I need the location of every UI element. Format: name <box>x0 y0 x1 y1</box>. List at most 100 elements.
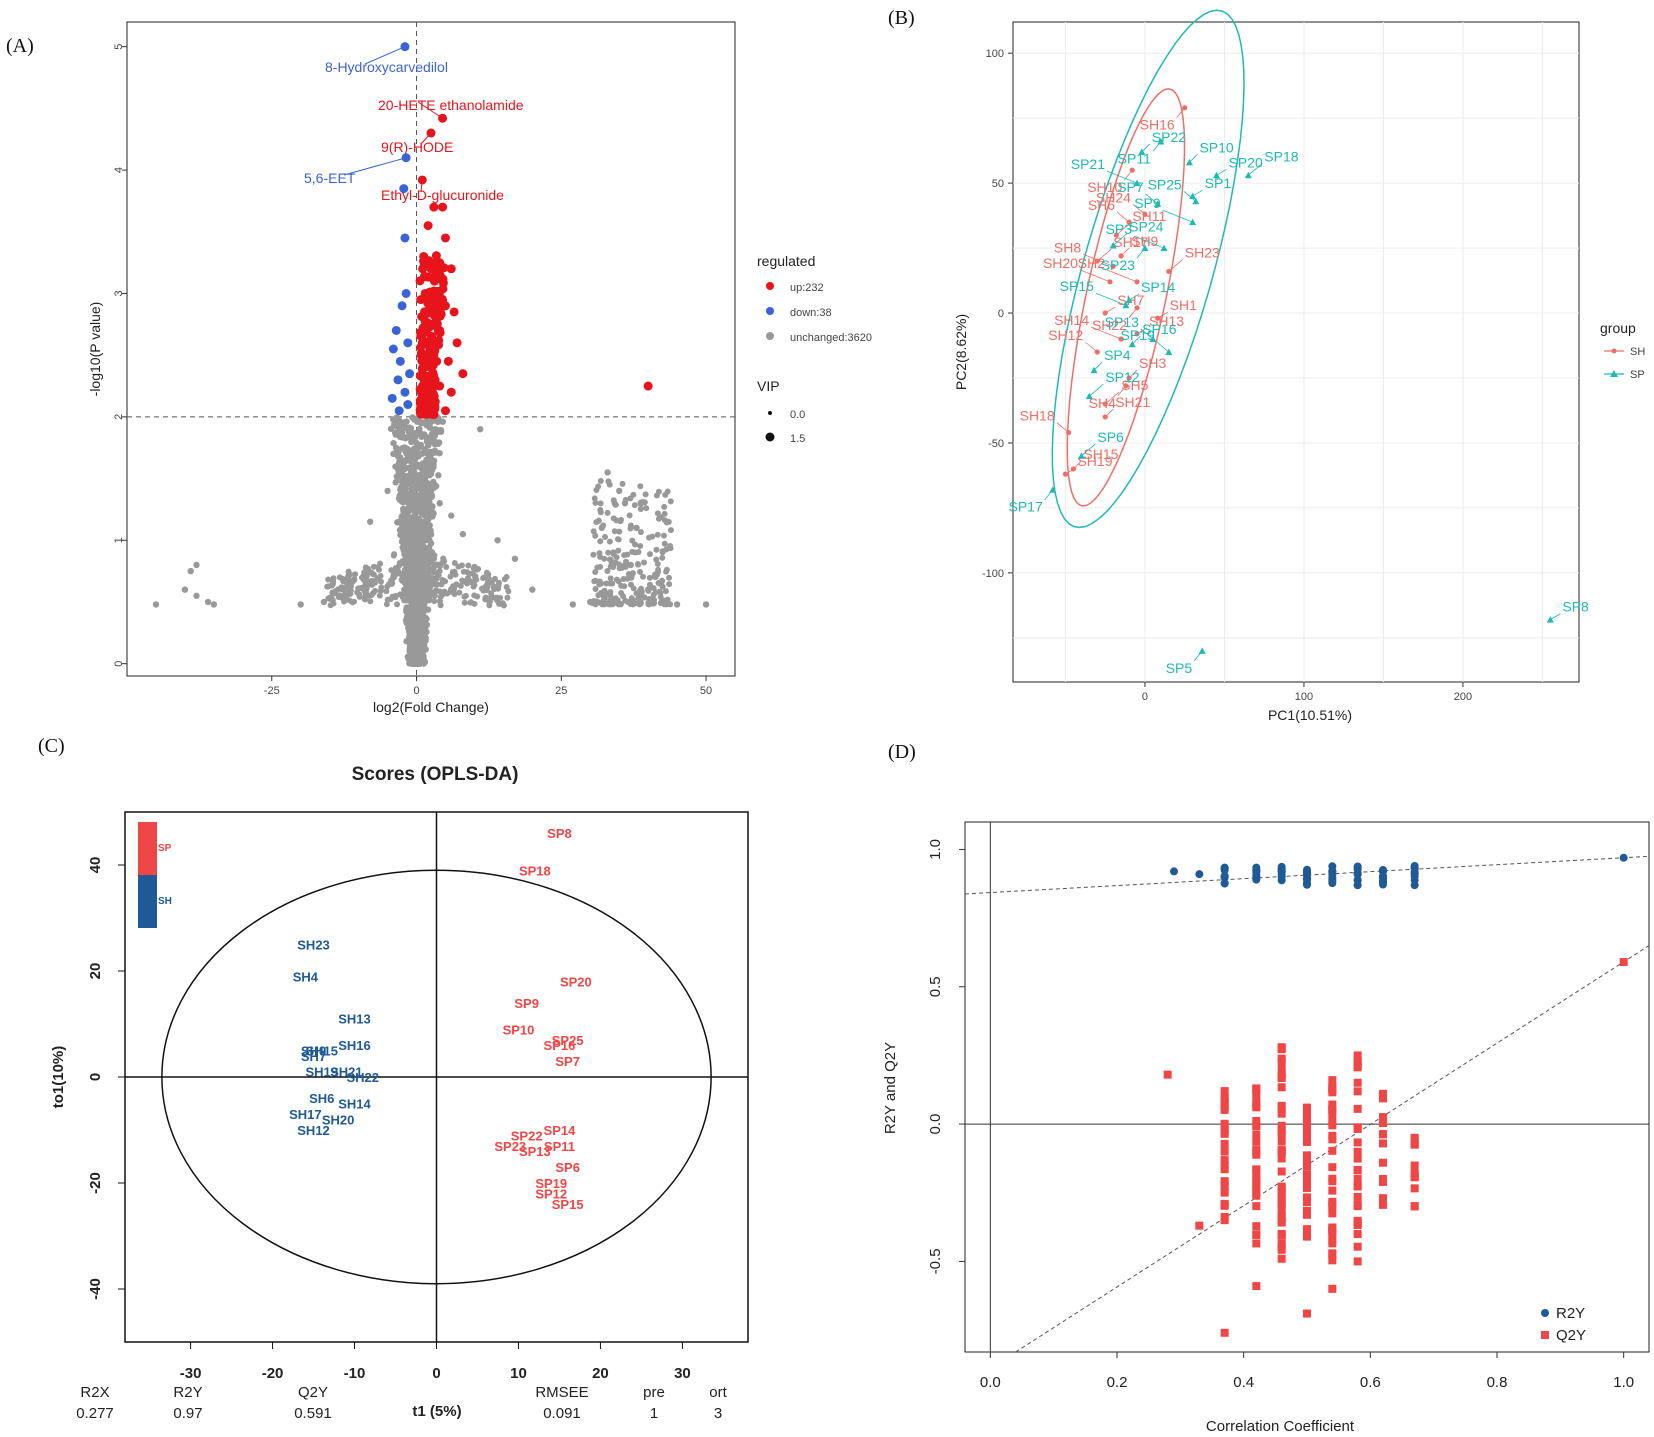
point-label-leader <box>1133 235 1165 249</box>
unchanged-point <box>404 525 411 532</box>
unchanged-point <box>422 419 429 426</box>
unchanged-point <box>440 555 447 562</box>
point-label-leader <box>1156 341 1170 353</box>
unchanged-point <box>433 587 440 594</box>
unchanged-point <box>607 563 614 570</box>
unchanged-point <box>470 565 477 572</box>
unchanged-point <box>434 428 442 435</box>
point-label-leader <box>1090 326 1122 340</box>
q2y-point <box>1410 1184 1419 1193</box>
unchanged-point <box>600 593 607 600</box>
stat-value: 0.97 <box>173 1405 202 1422</box>
unchanged-point <box>702 601 710 608</box>
point-label: SP8 <box>1562 599 1589 615</box>
unchanged-point <box>392 564 399 571</box>
up-point <box>452 338 462 348</box>
unchanged-point <box>456 589 463 596</box>
panel-a-legend: regulated up:232 down:38 unchanged:3620 … <box>757 253 872 445</box>
point-label-leader <box>1095 292 1127 306</box>
unchanged-point <box>630 585 637 592</box>
unchanged-point <box>629 601 636 608</box>
annotation-leader <box>420 132 432 145</box>
q2y-point <box>1328 1121 1337 1130</box>
panel-a-ytick-label: 5 <box>113 44 125 50</box>
point-label-leader <box>1081 443 1096 457</box>
unchanged-point <box>430 510 437 517</box>
q2y-point <box>1328 1105 1337 1114</box>
panel-b-xtick-label: 0 <box>1142 691 1148 703</box>
sh-score-label: SH19 <box>305 1065 338 1080</box>
vip-large-swatch <box>765 432 775 442</box>
down-point <box>394 406 404 416</box>
q2y-point <box>1353 1230 1362 1239</box>
point-label-leader <box>1089 383 1104 397</box>
unchanged-point <box>597 509 604 516</box>
unchanged-point <box>637 483 644 490</box>
sh-score-label: SH16 <box>338 1038 371 1053</box>
point-label: SP7 <box>1117 179 1144 195</box>
q2y-point <box>1220 1188 1229 1197</box>
panel-a-xlabel: log2(Fold Change) <box>373 699 489 715</box>
q2y-point <box>1220 1177 1229 1186</box>
point-label-leader <box>1550 613 1561 620</box>
unchanged-point <box>390 439 397 447</box>
unchanged-point <box>418 657 425 664</box>
unchanged-point <box>646 551 653 558</box>
point-label: SP17 <box>1008 499 1042 515</box>
unchanged-point <box>598 524 606 532</box>
unchanged-point <box>399 576 406 583</box>
up-point <box>429 286 439 296</box>
point-label: SP22 <box>1152 129 1186 145</box>
sh-score-label: SH22 <box>346 1070 379 1085</box>
unchanged-point <box>411 460 419 467</box>
down-point <box>400 387 410 397</box>
panel-d-legend: R2Y Q2Y <box>1541 1305 1586 1344</box>
unchanged-point <box>367 598 374 605</box>
unchanged-point <box>383 601 390 608</box>
unchanged-point <box>604 469 611 476</box>
panel-b-xtick-label: 100 <box>1295 691 1313 703</box>
unchanged-point <box>419 450 426 457</box>
unchanged-point <box>410 592 417 599</box>
up-point <box>449 307 459 317</box>
unchanged-point <box>187 567 194 575</box>
unchanged-point <box>384 487 391 495</box>
q2y-point <box>1303 1162 1311 1171</box>
unchanged-point <box>401 510 408 518</box>
panel-d-xtick-label: 0.0 <box>980 1374 1001 1391</box>
point-label: SH10 <box>1087 179 1122 195</box>
unchanged-point <box>399 536 406 544</box>
up-point <box>421 326 431 336</box>
unchanged-point <box>595 483 602 490</box>
r2y-point <box>1353 870 1362 879</box>
r2y-point <box>1277 872 1286 881</box>
legend-sh-bar <box>138 875 157 928</box>
unchanged-point <box>666 574 673 581</box>
q2y-point <box>1277 1064 1286 1073</box>
unchanged-point <box>495 582 502 589</box>
vip-large-label: 1.5 <box>790 433 805 445</box>
annotation-leader <box>343 157 407 176</box>
q2y-point <box>1353 1078 1362 1087</box>
unchanged-point <box>653 556 660 563</box>
down-point <box>403 400 413 410</box>
point-label-leader <box>1132 203 1146 215</box>
panel-c-xtick-label: -30 <box>180 1365 202 1382</box>
point-label: SH18 <box>1020 408 1055 424</box>
q2y-point <box>1277 1229 1286 1238</box>
q2y-point <box>1252 1167 1261 1176</box>
point-label: SH15 <box>1083 446 1118 462</box>
unchanged-point <box>488 590 495 597</box>
q2y-point <box>1220 1199 1229 1208</box>
up-point <box>420 375 430 385</box>
unchanged-point <box>418 543 426 550</box>
q2y-point <box>1353 1147 1362 1156</box>
point-label: SP13 <box>1105 314 1139 330</box>
q2y-point <box>1252 1122 1261 1131</box>
unchanged-point <box>414 603 421 610</box>
unchanged-point <box>425 527 433 535</box>
unchanged-point <box>359 584 366 591</box>
r2y-point <box>1277 864 1286 873</box>
up-point <box>417 338 427 348</box>
unchanged-point <box>604 509 611 516</box>
